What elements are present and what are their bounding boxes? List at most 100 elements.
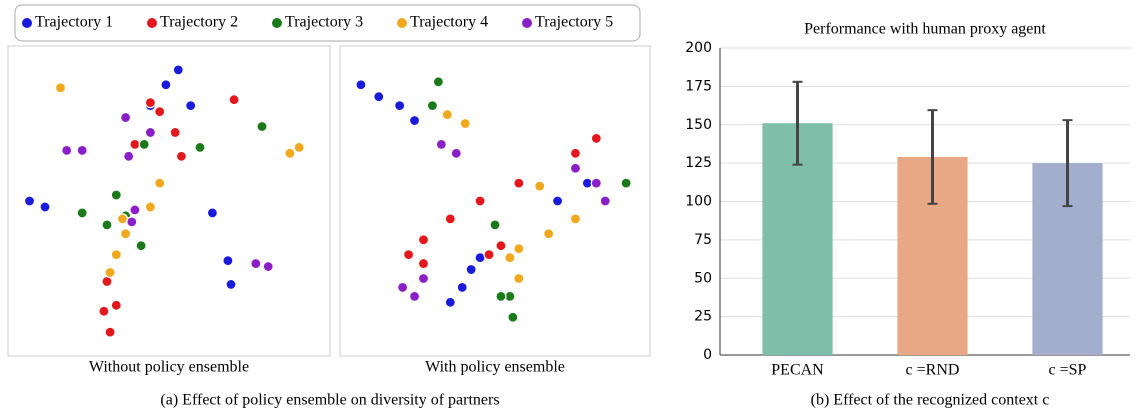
scatter-point	[110, 249, 122, 261]
scatter-point	[408, 114, 421, 127]
scatter-point	[104, 266, 116, 279]
y-tick-label: 200	[685, 40, 712, 56]
scatter-point	[373, 91, 385, 103]
scatter-point	[426, 100, 439, 112]
scatter-point	[76, 207, 88, 219]
scatter-point	[489, 219, 501, 231]
scatter-point	[172, 64, 184, 76]
legend-marker	[522, 18, 532, 28]
y-tick-label: 50	[694, 270, 712, 286]
x-tick-label: c =SP	[1049, 362, 1087, 379]
scatter-point	[175, 150, 187, 162]
scatter-point	[456, 281, 468, 294]
legend-label: Trajectory 4	[410, 14, 488, 31]
scatter-point	[417, 234, 430, 246]
scatter-point	[474, 195, 486, 207]
panel-frame	[7, 45, 331, 357]
scatter-point	[534, 180, 546, 192]
y-tick-label: 150	[685, 117, 712, 133]
scatter-point	[394, 100, 406, 112]
scatter-point	[417, 257, 430, 270]
scatter-point	[123, 150, 135, 162]
x-tick-label: PECAN	[771, 362, 824, 379]
scatter-point	[206, 207, 218, 219]
scatter-point	[408, 290, 421, 302]
scatter-point	[355, 79, 367, 91]
scatter-point	[590, 132, 602, 145]
scatter-point	[222, 255, 234, 267]
scatter-point	[135, 240, 147, 252]
scatter-point	[417, 272, 430, 285]
scatter-point	[569, 162, 582, 174]
scatter-point	[54, 82, 67, 94]
legend-label: Trajectory 1	[35, 14, 113, 31]
scatter-point	[185, 100, 197, 112]
scatter-point	[513, 177, 525, 189]
scatter-point	[250, 257, 262, 270]
scatter-point	[590, 177, 602, 189]
scatter-point	[129, 138, 141, 150]
legend-marker	[147, 18, 157, 28]
scatter-point	[225, 278, 237, 291]
scatter-point	[551, 195, 564, 207]
scatter-point	[129, 204, 141, 216]
y-tick-label: 75	[694, 232, 712, 248]
scatter-point	[507, 311, 519, 323]
scatter-point	[23, 195, 36, 207]
scatter-point	[543, 228, 555, 240]
scatter-point	[144, 97, 156, 109]
scatter-point	[262, 260, 274, 273]
scatter-point	[154, 105, 166, 118]
y-tick-label: 0	[703, 347, 712, 363]
scatter-point	[569, 213, 582, 225]
scatter-point	[160, 79, 172, 91]
scatter-point	[104, 326, 116, 338]
scatter-point	[504, 252, 516, 264]
legend-label: Trajectory 2	[160, 14, 238, 31]
legend-label: Trajectory 5	[535, 14, 613, 31]
chart-title: Performance with human proxy agent	[804, 21, 1046, 38]
scatter-point	[444, 213, 456, 225]
scatter-point	[513, 272, 525, 285]
scatter-point	[620, 177, 632, 189]
scatter-point	[435, 138, 447, 150]
scatter-point	[101, 219, 113, 231]
scatter-point	[61, 144, 73, 156]
legend-marker	[397, 18, 407, 28]
scatter-point	[284, 147, 296, 159]
scatter-point	[144, 201, 156, 213]
scatter-point	[119, 228, 132, 240]
y-tick-label: 125	[685, 155, 712, 171]
x-tick-label: c =RND	[906, 362, 960, 379]
y-tick-label: 100	[685, 194, 712, 210]
legend-marker	[22, 18, 32, 28]
y-tick-label: 25	[694, 309, 712, 325]
scatter-point	[98, 305, 110, 317]
legend-marker	[272, 18, 282, 28]
scatter-point	[495, 240, 507, 252]
scatter-point	[483, 249, 495, 261]
scatter-point	[138, 138, 150, 150]
scatter-point	[293, 141, 305, 153]
scatter-point	[228, 94, 240, 106]
scatter-point	[39, 201, 51, 213]
scatter-point	[444, 296, 456, 308]
scatter-point	[465, 263, 477, 276]
scatter-point	[599, 195, 611, 207]
scatter-point	[110, 189, 122, 201]
scatter-point	[459, 117, 471, 130]
scatter-point	[154, 177, 166, 189]
panel-caption: Without policy ensemble	[89, 359, 249, 376]
scatter-point	[194, 141, 206, 153]
scatter-point	[513, 243, 525, 255]
scatter-point	[495, 290, 507, 302]
scatter-point	[569, 147, 582, 159]
scatter-point	[441, 108, 453, 121]
scatter-point	[144, 126, 156, 139]
scatter-point	[169, 126, 181, 139]
scatter-point	[450, 147, 462, 159]
panel-caption: With policy ensemble	[425, 359, 565, 376]
panel-frame	[339, 45, 651, 357]
legend-label: Trajectory 3	[285, 14, 363, 31]
